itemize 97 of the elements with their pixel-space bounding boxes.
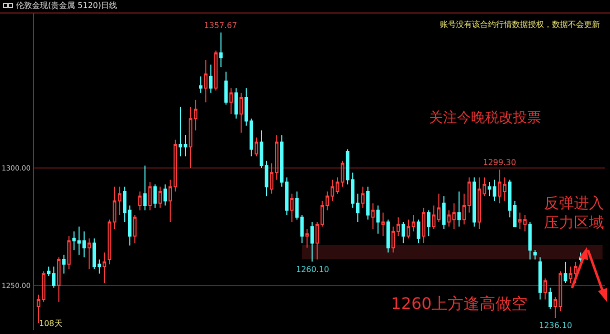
candlestick	[422, 207, 426, 244]
candlestick	[330, 179, 334, 202]
candlestick	[254, 136, 258, 157]
candlestick	[57, 256, 61, 302]
candlestick	[264, 160, 268, 197]
candlestick	[366, 186, 370, 220]
candlestick	[87, 238, 91, 270]
candlestick	[158, 186, 162, 208]
candlestick	[391, 226, 395, 254]
candlestick	[426, 210, 430, 237]
candlestick	[194, 99, 198, 131]
candlestick	[467, 176, 471, 214]
candlestick	[432, 205, 436, 230]
candlestick	[295, 190, 299, 220]
candlestick	[326, 190, 330, 211]
candlestick	[219, 32, 223, 68]
candlestick	[381, 212, 385, 237]
candlestick	[492, 179, 496, 202]
candlestick	[472, 176, 476, 228]
candlestick	[488, 182, 492, 197]
candlestick	[442, 196, 446, 230]
candlestick	[386, 219, 390, 254]
candlestick	[447, 210, 451, 228]
candlestick	[184, 134, 188, 157]
candlestick	[198, 76, 202, 94]
candlestick	[67, 236, 71, 270]
candlestick	[315, 221, 319, 260]
candlestick	[102, 252, 106, 284]
candlestick	[42, 270, 46, 302]
candlestick	[143, 165, 147, 211]
candlestick	[62, 254, 66, 274]
candlestick	[163, 184, 167, 206]
candlestick	[498, 169, 502, 204]
candlestick	[305, 228, 309, 248]
candlestick	[564, 261, 568, 284]
candlestick	[371, 202, 375, 230]
candlestick	[290, 193, 294, 222]
annotation: 关注今晚税改投票	[429, 110, 541, 126]
candlestick	[406, 219, 410, 239]
candlestick	[568, 266, 572, 284]
candlestick	[229, 88, 233, 114]
candlestick	[533, 250, 537, 260]
candlestick	[310, 221, 314, 262]
candlestick	[502, 176, 506, 202]
candlestick	[437, 193, 441, 222]
candlestick	[260, 130, 264, 168]
candlestick	[234, 88, 238, 120]
candlestick	[174, 139, 178, 192]
candlestick	[548, 287, 552, 310]
candlestick	[528, 221, 532, 260]
candlestick	[188, 106, 192, 168]
candlestick	[412, 214, 416, 232]
candlestick	[457, 190, 461, 228]
candlestick	[518, 212, 522, 230]
candlestick	[361, 186, 365, 208]
candlestick	[402, 221, 406, 244]
candlestick	[148, 182, 152, 211]
annotation: 1260.10	[296, 265, 330, 274]
candlestick	[133, 214, 137, 244]
candlestick	[239, 92, 243, 134]
candlestick	[224, 71, 228, 106]
annotation: 1357.67	[204, 21, 238, 30]
candlestick	[340, 160, 344, 188]
candlestick	[168, 179, 172, 222]
candlestick	[543, 278, 547, 300]
candlestick	[538, 256, 542, 300]
candlestick	[320, 200, 324, 228]
candlestick	[209, 64, 213, 94]
annotation: 1236.10	[539, 321, 572, 330]
candlestick	[376, 205, 380, 234]
annotation: 反弹进入压力区域	[544, 194, 604, 232]
candlestick	[416, 219, 420, 244]
candlestick	[396, 216, 400, 237]
chart-title: 伦敦金现(贵金属 5120)日线	[16, 1, 118, 10]
candlestick	[270, 162, 274, 194]
candlestick	[118, 186, 122, 216]
candlestick	[274, 134, 278, 180]
candlestick	[452, 202, 456, 230]
candlestick	[478, 176, 482, 230]
candlestick	[138, 190, 142, 211]
candlestick	[482, 176, 486, 197]
candlestick	[523, 214, 527, 232]
candlestick	[558, 270, 562, 312]
candlestick	[300, 214, 304, 244]
candlestick	[204, 59, 208, 103]
candlestick	[214, 50, 218, 91]
annotation: 1260上方逢高做空	[391, 294, 528, 313]
candlestick	[178, 106, 182, 157]
candlestick	[36, 294, 40, 324]
candlestick	[112, 186, 116, 230]
candlestick	[462, 193, 466, 225]
annotation: 108天	[39, 319, 62, 328]
candlestick	[336, 176, 340, 194]
candlestick	[153, 184, 157, 208]
candlestick	[554, 296, 558, 319]
annotation: 账号没有该合约行情数据授权，数据不会更新	[440, 20, 600, 29]
annotation: 1299.30	[483, 158, 516, 167]
